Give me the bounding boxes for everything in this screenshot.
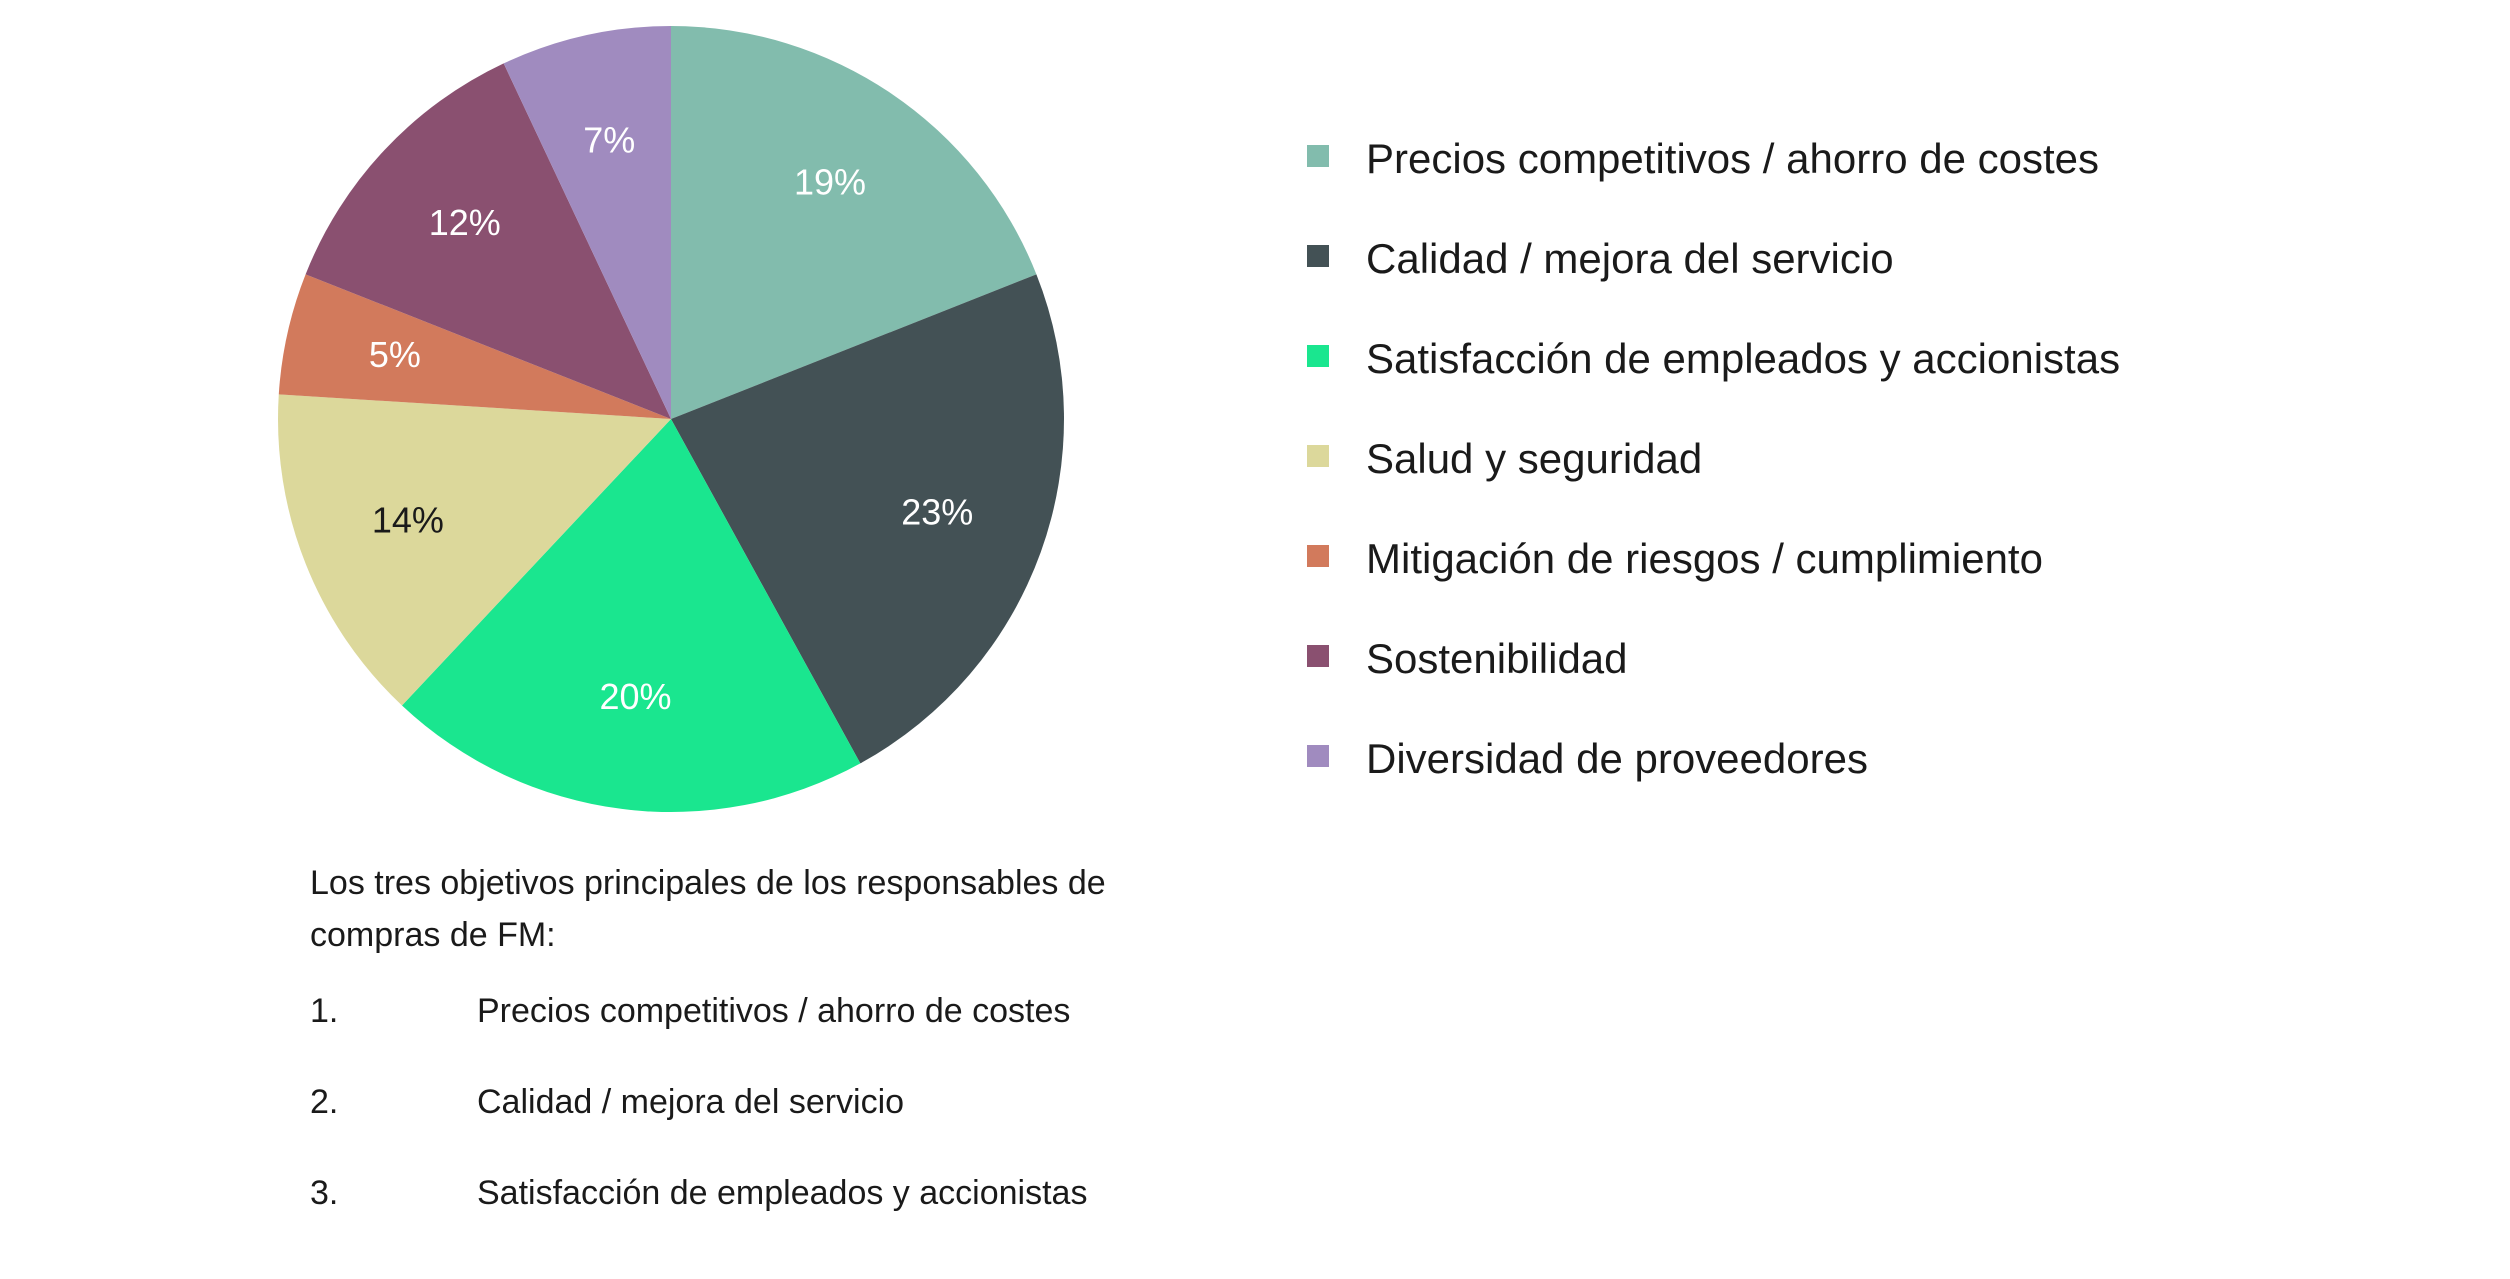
note-item-text: Precios competitivos / ahorro de costes xyxy=(477,992,1071,1030)
pie-slice xyxy=(278,274,671,419)
note-item: 2. Calidad / mejora del servicio xyxy=(310,1076,904,1128)
slice-label: 12% xyxy=(429,202,501,243)
slice-label: 14% xyxy=(372,500,444,541)
legend-swatch xyxy=(1307,645,1329,667)
legend-label: Salud y seguridad xyxy=(1366,435,1702,482)
legend-label: Diversidad de proveedores xyxy=(1366,735,1868,782)
note-item-text: Calidad / mejora del servicio xyxy=(477,1083,905,1121)
pie-slice xyxy=(671,274,1064,764)
legend-label: Satisfacción de empleados y accionistas xyxy=(1366,335,2120,382)
note-item-number: 2. xyxy=(310,1083,339,1121)
legend-swatch xyxy=(1307,445,1329,467)
legend-swatch xyxy=(1307,745,1329,767)
note-item-number: 3. xyxy=(310,1174,339,1212)
legend-label: Precios competitivos / ahorro de costes xyxy=(1366,135,2099,182)
pie-slice xyxy=(671,26,1037,419)
legend-swatch xyxy=(1307,345,1329,367)
pie-slice xyxy=(401,419,861,812)
pie-slice xyxy=(503,25,671,419)
pie-slice xyxy=(277,394,671,706)
legend-label: Sostenibilidad xyxy=(1366,635,1628,682)
chart: 19% 23% 20% 14% 5% 12% 7% Precios competitivos … xyxy=(277,25,2120,812)
note-intro: Los tres objetivos principales de los re… xyxy=(310,864,1106,954)
legend-swatch xyxy=(1307,545,1329,567)
slice-label: 5% xyxy=(369,334,421,375)
pie-slice xyxy=(305,63,671,420)
slice-label: 7% xyxy=(583,119,635,160)
legend-label: Calidad / mejora del servicio xyxy=(1366,235,1894,282)
legend-swatch xyxy=(1307,145,1329,167)
legend-label: Mitigación de riesgos / cumplimiento xyxy=(1366,535,2043,582)
slice-label: 19% xyxy=(794,161,866,202)
note-item-number: 1. xyxy=(310,992,339,1030)
slice-label: 23% xyxy=(901,491,973,532)
legend-swatch xyxy=(1307,245,1329,267)
note-item: 3. Satisfacción de empleados y accionista… xyxy=(310,1167,1087,1219)
slice-label: 20% xyxy=(600,676,672,717)
note-item: 1. Precios competitivos / ahorro de coste… xyxy=(310,985,1070,1037)
note-item-text: Satisfacción de empleados y accionistas xyxy=(477,1174,1088,1212)
